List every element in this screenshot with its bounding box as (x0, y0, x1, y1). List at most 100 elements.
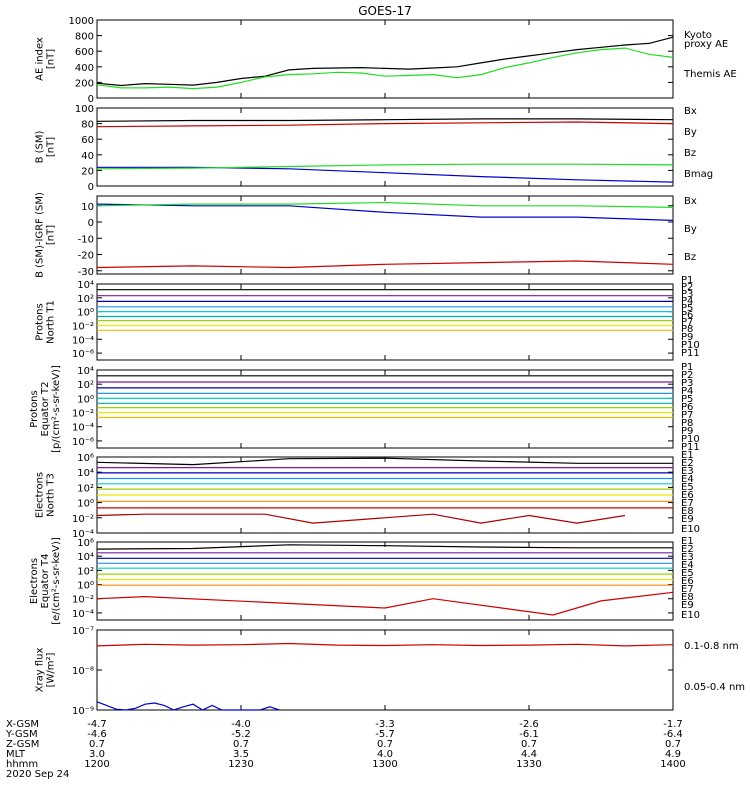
panel-2: 0 20 40 60 80 100 B (SM)[nT] Bx By Bz Bmag (35, 104, 714, 193)
legend-label: P4 (681, 386, 693, 397)
y-axis-label: B (SM)-IGRF (SM)[nT] (35, 192, 57, 278)
legend-label: E8 (681, 592, 694, 603)
legend-label: P6 (681, 402, 693, 413)
x-column-value: 0.7 (233, 739, 249, 750)
x-column-value: 1230 (228, 759, 253, 770)
series-0-1-0-8-nm (96, 642, 674, 647)
x-column-value: -6.1 (519, 729, 539, 740)
y-axis-label: ElectronsNorth T3 (35, 472, 57, 518)
y-tick-label: 600 (75, 47, 94, 58)
x-row-label: Z-GSM (6, 739, 39, 750)
y-tick-label: 0 (88, 182, 94, 193)
legend-label: E7 (681, 584, 694, 595)
legend-label: E3 (681, 552, 694, 563)
legend-label: Bmag (684, 169, 713, 180)
series-bmag (96, 118, 674, 122)
x-column-value: -5.2 (231, 729, 251, 740)
x-axis-table: X-GSMY-GSMZ-GSMMLThhmm-4.7-4.60.73.01200… (5, 719, 686, 780)
legend-label: E4 (681, 474, 694, 485)
panel-5: 10⁻⁶ 10⁻⁴ 10⁻² 10⁰ 10² 10⁴ ProtonsEquator T2[p… (29, 362, 700, 453)
legend-label: By (684, 127, 697, 138)
figure-title: GOES-17 (358, 4, 412, 18)
y-tick-label: 0 (88, 218, 94, 229)
y-tick-label: 80 (81, 120, 94, 131)
y-tick-label: 10⁻⁴ (72, 609, 94, 620)
y-tick-label: 20 (81, 166, 94, 177)
legend-label: E5 (681, 482, 694, 493)
x-column-value: -4.6 (87, 729, 107, 740)
x-column-value: 1330 (516, 759, 541, 770)
legend-label: E1 (681, 536, 694, 547)
y-tick-label: -30 (78, 267, 94, 278)
y-axis-label: AE index[nT] (35, 37, 57, 81)
legend-label: 0.05-0.4 nm (684, 682, 745, 693)
panel-4: 10⁻⁶ 10⁻⁴ 10⁻² 10⁰ 10² 10⁴ ProtonsNorth T1 P1P2… (35, 275, 700, 361)
y-tick-label: 40 (81, 151, 94, 162)
y-tick-label: 10⁴ (77, 280, 94, 291)
series-0-05-0-4-nm (96, 701, 280, 711)
panel-frame (96, 19, 674, 99)
x-column-value: 4.9 (665, 749, 681, 760)
y-axis-label: ProtonsNorth T1 (35, 300, 57, 344)
y-tick-label: 10⁻² (72, 514, 94, 525)
series-e9 (96, 591, 674, 616)
series-bz (96, 260, 674, 269)
legend-label: P11 (681, 348, 700, 359)
y-tick-label: 10⁴ (77, 552, 94, 563)
legend-label: E6 (681, 490, 694, 501)
legend-label: Kyoto (684, 30, 712, 41)
panel-8: 10⁻⁹ 10⁻⁸ 10⁻⁷ Xray flux[W/m²] 0.1-0.8 nm 0.0… (35, 626, 746, 717)
x-column-value: 3.0 (89, 749, 105, 760)
legend-label: P1 (681, 275, 693, 286)
x-column-value: -6.4 (663, 729, 683, 740)
y-tick-label: 10⁻⁶ (72, 349, 94, 360)
legend-label: By (684, 224, 697, 235)
y-tick-label: 10⁻² (72, 409, 94, 420)
x-row-label: X-GSM (6, 719, 39, 730)
y-tick-label: 10⁻⁴ (72, 335, 94, 346)
x-column-value: -4.0 (231, 719, 251, 730)
y-tick-label: 10⁰ (77, 394, 94, 405)
legend-label: proxy AE (684, 39, 728, 50)
legend-label: Themis AE (683, 69, 737, 80)
y-tick-label: 200 (75, 78, 94, 89)
y-tick-label: 10⁴ (77, 366, 94, 377)
y-tick-label: 60 (81, 135, 94, 146)
x-column-value: 4.0 (377, 749, 393, 760)
x-column-value: 0.7 (89, 739, 105, 750)
y-tick-label: 1000 (69, 16, 94, 27)
legend-label: P6 (681, 310, 693, 321)
legend-label: E1 (681, 450, 694, 461)
y-tick-label: 0 (88, 94, 94, 105)
legend-label: P5 (681, 394, 693, 405)
y-tick-label: 10² (77, 294, 94, 305)
y-tick-label: 10² (77, 566, 94, 577)
y-tick-label: 10⁻⁴ (72, 529, 94, 540)
legend-label: P3 (681, 378, 693, 389)
date-label: 2020 Sep 24 (6, 769, 69, 780)
legend-label: P10 (681, 434, 700, 445)
legend-label: P7 (681, 317, 693, 328)
x-column-value: -5.7 (375, 729, 395, 740)
y-tick-label: 10⁻⁸ (72, 666, 94, 677)
x-column-value: 4.4 (521, 749, 537, 760)
x-column-value: -4.7 (87, 719, 107, 730)
y-tick-label: 400 (75, 63, 94, 74)
legend-label: P9 (681, 426, 693, 437)
panel-1: 0 200 400 600 800 1000 AE index[nT] Kyotoproxy … (35, 16, 737, 105)
series-themis-ae (96, 36, 674, 87)
series-by (96, 163, 674, 170)
x-column-value: 0.7 (665, 739, 681, 750)
legend-label: P7 (681, 410, 693, 421)
panel-3: -30 -20 -10 0 10 B (SM)-IGRF (SM)[nT] Bx By Bz (35, 192, 697, 278)
y-tick-label: 10⁶ (77, 538, 94, 549)
legend-label: E2 (681, 458, 694, 469)
series-kyoto-proxy-ae (96, 47, 674, 90)
y-tick-label: 10² (77, 380, 94, 391)
y-axis-label: ProtonsEquator T2[p/(cm²-s-sr-keV)] (29, 365, 62, 453)
x-row-label: hhmm (6, 759, 38, 770)
y-tick-label: 10⁻⁷ (72, 626, 94, 637)
y-tick-label: 10 (81, 202, 94, 213)
